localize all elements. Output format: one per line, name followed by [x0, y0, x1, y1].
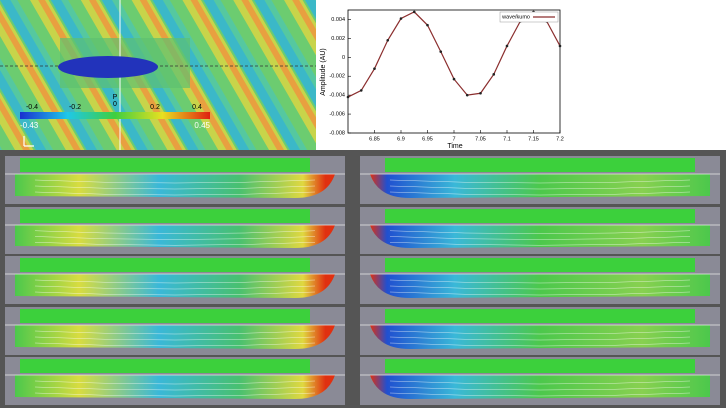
contour-line	[34, 392, 316, 397]
x-tick-label: 6.9	[397, 136, 405, 142]
contour-line	[34, 230, 316, 234]
hull-surface	[15, 375, 335, 399]
deck	[385, 258, 695, 272]
contour-line	[34, 185, 316, 190]
hull-surface	[370, 174, 710, 198]
hull-surface	[15, 325, 335, 349]
contour-line	[389, 236, 691, 240]
colorbar-variable: P	[113, 94, 118, 101]
data-point	[479, 91, 482, 95]
hull-surface	[15, 225, 335, 248]
x-tick-label: 6.95	[422, 136, 433, 142]
colorbar-max: 0.45	[194, 121, 210, 130]
contour-line	[34, 242, 316, 246]
legend-box	[499, 11, 559, 23]
contour-line	[389, 185, 691, 190]
contour-line	[389, 242, 691, 246]
hull-surface	[370, 225, 710, 248]
contour-line	[34, 336, 316, 341]
deck	[385, 209, 695, 223]
colorbar-min: -0.43	[20, 121, 39, 130]
data-point	[426, 23, 429, 27]
contour-line	[389, 285, 691, 290]
legend-label: wave/kumo	[501, 14, 530, 20]
contour-line	[389, 392, 691, 397]
contour-panel: -0.4 -0.2 0 0.2 0.4 P -0.43 0.45	[0, 0, 316, 150]
data-point	[373, 67, 376, 70]
data-point	[465, 93, 469, 97]
contour-line	[389, 291, 691, 296]
contour-line	[34, 191, 316, 196]
contour-line	[34, 386, 316, 391]
contour-line	[389, 380, 691, 385]
data-point	[505, 44, 509, 48]
contour-line	[389, 330, 691, 335]
hull-surface	[370, 274, 710, 298]
hull-panels	[5, 156, 720, 405]
contour-line	[389, 230, 691, 234]
data-point	[439, 50, 443, 53]
contour-line	[34, 285, 316, 290]
data-point	[452, 77, 456, 81]
y-tick-label: -0.004	[329, 93, 345, 99]
hull-surface	[15, 174, 335, 198]
contour-line	[389, 179, 691, 184]
colorbar-tick: -0.4	[26, 104, 38, 111]
deck	[385, 309, 695, 323]
x-tick-label: 7.2	[556, 136, 564, 142]
y-tick-label: 0.002	[331, 36, 345, 42]
contour-line	[389, 342, 691, 347]
data-point	[359, 89, 363, 92]
colorbar-tick: 0	[113, 101, 117, 108]
colorbar	[20, 112, 210, 119]
data-point	[412, 10, 416, 14]
contour-line	[34, 330, 316, 335]
x-tick-label: 7	[452, 136, 455, 142]
y-axis-label: Amplitude (AU)	[320, 48, 327, 95]
data-point	[346, 95, 350, 99]
x-axis-label: Time	[447, 143, 462, 150]
contour-line	[389, 279, 691, 284]
chart-background	[316, 0, 726, 150]
colorbar-tick: 0.4	[192, 104, 202, 111]
contour-line	[34, 380, 316, 385]
contour-line	[34, 291, 316, 296]
ship-hull	[58, 56, 158, 78]
deck	[385, 158, 695, 172]
x-tick-label: 7.1	[503, 136, 511, 142]
x-tick-label: 7.05	[475, 136, 486, 142]
data-point	[386, 38, 390, 42]
hull-surface	[15, 274, 335, 298]
hull-surface	[370, 375, 710, 399]
deck	[385, 359, 695, 373]
x-tick-label: 6.85	[369, 136, 380, 142]
line-chart: Time Amplitude (AU) 0.004 0.002 0 -0.002 -0.…	[316, 0, 726, 150]
colorbar-tick: 0.2	[150, 104, 160, 111]
contour-line	[389, 191, 691, 196]
deck	[20, 209, 310, 223]
deck	[20, 309, 310, 323]
data-point	[558, 44, 562, 48]
y-tick-label: -0.008	[329, 130, 345, 136]
contour-line	[34, 236, 316, 240]
contour-line	[34, 342, 316, 347]
contour-line	[34, 279, 316, 284]
colorbar-tick: -0.2	[69, 104, 81, 111]
hull-surface	[370, 325, 710, 349]
contour-line	[389, 386, 691, 391]
y-tick-label: 0	[342, 55, 345, 61]
axis-triad	[23, 136, 34, 147]
data-point	[399, 17, 403, 20]
data-point	[492, 73, 496, 76]
deck	[20, 158, 310, 172]
y-tick-label: -0.002	[329, 74, 345, 80]
contour-line	[389, 336, 691, 341]
deck	[20, 359, 310, 373]
x-tick-label: 7.15	[528, 136, 539, 142]
y-tick-label: 0.004	[331, 17, 345, 23]
y-tick-label: -0.006	[329, 112, 345, 118]
contour-line	[34, 179, 316, 184]
deck	[20, 258, 310, 272]
